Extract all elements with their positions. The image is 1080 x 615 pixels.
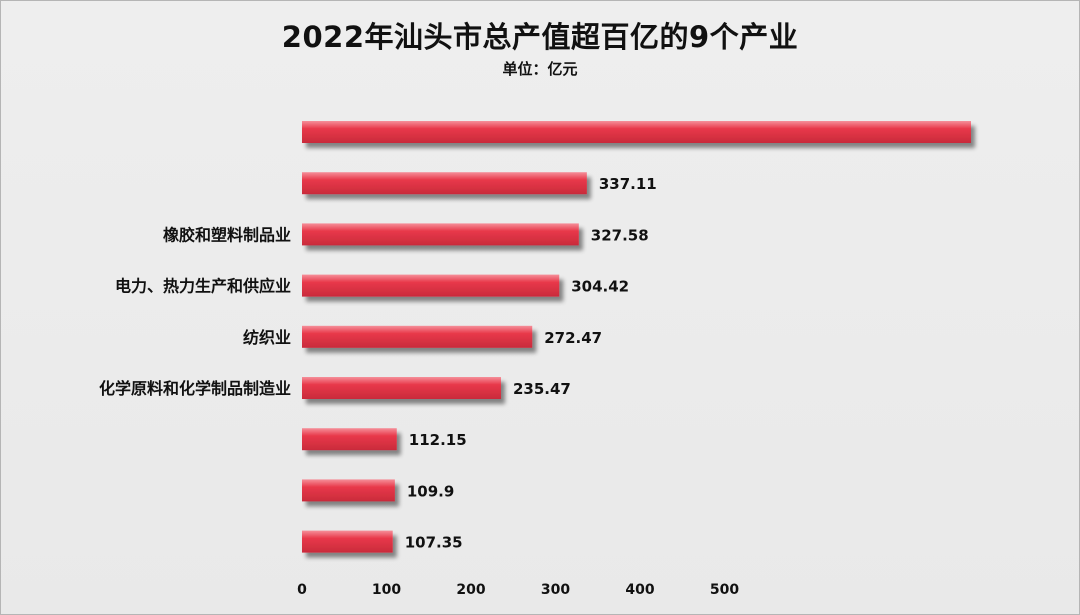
chart-title: 2022年汕头市总产值超百亿的9个产业 [281, 20, 799, 54]
bars-layer [302, 121, 971, 553]
value-label: 112.15 [409, 431, 467, 449]
bar [302, 223, 579, 246]
labels-layer: 337.11 橡胶和塑料制品业 327.58 电力、热力生产和供应业 304.42 纺织业… [99, 175, 657, 551]
value-label: 107.35 [405, 534, 463, 552]
x-tick-label: 300 [541, 582, 570, 598]
bar [302, 530, 393, 553]
category-label: 纺织业 [243, 328, 291, 347]
value-label: 304.42 [571, 278, 629, 296]
bar [302, 428, 397, 451]
x-tick-label: 100 [372, 582, 401, 598]
bar [302, 274, 560, 297]
x-tick-label: 500 [710, 582, 739, 598]
category-label: 电力、热力生产和供应业 [115, 277, 291, 296]
x-tick-label: 200 [456, 582, 485, 598]
category-label: 化学原料和化学制品制造业 [99, 379, 291, 398]
bar [302, 479, 395, 502]
value-label: 327.58 [591, 226, 649, 244]
category-label: 橡胶和塑料制品业 [163, 225, 291, 244]
chart-subtitle: 单位：亿元 [502, 60, 578, 78]
value-label: 337.11 [599, 175, 657, 193]
x-axis-ticks: 0 100 200 300 400 500 [297, 582, 739, 598]
bar [302, 121, 971, 143]
bar [302, 325, 533, 348]
value-label: 109.9 [407, 482, 454, 500]
value-label: 272.47 [544, 329, 602, 347]
x-tick-label: 0 [297, 582, 307, 598]
x-tick-label: 400 [625, 582, 654, 598]
value-label: 235.47 [513, 380, 571, 398]
bar [302, 172, 587, 195]
bar [302, 377, 501, 399]
